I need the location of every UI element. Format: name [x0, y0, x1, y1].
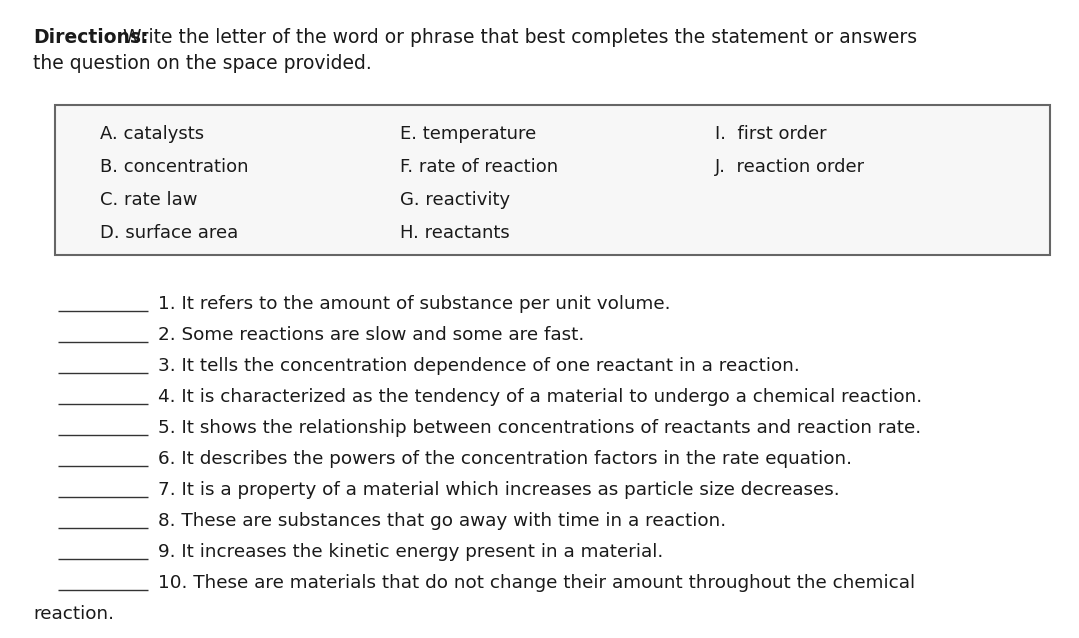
Text: J.  reaction order: J. reaction order	[715, 158, 865, 176]
Text: A. catalysts: A. catalysts	[100, 125, 204, 143]
Text: F. rate of reaction: F. rate of reaction	[400, 158, 558, 176]
Text: 3. It tells the concentration dependence of one reactant in a reaction.: 3. It tells the concentration dependence…	[158, 357, 800, 375]
Text: G. reactivity: G. reactivity	[400, 191, 510, 209]
Text: I.  first order: I. first order	[715, 125, 827, 143]
Text: 2. Some reactions are slow and some are fast.: 2. Some reactions are slow and some are …	[158, 326, 584, 344]
Text: H. reactants: H. reactants	[400, 224, 509, 242]
Text: 4. It is characterized as the tendency of a material to undergo a chemical react: 4. It is characterized as the tendency o…	[158, 388, 923, 406]
Text: Write the letter of the word or phrase that best completes the statement or answ: Write the letter of the word or phrase t…	[123, 28, 917, 47]
Text: reaction.: reaction.	[33, 605, 114, 623]
Text: B. concentration: B. concentration	[100, 158, 248, 176]
Text: 6. It describes the powers of the concentration factors in the rate equation.: 6. It describes the powers of the concen…	[158, 450, 852, 468]
Text: 1. It refers to the amount of substance per unit volume.: 1. It refers to the amount of substance …	[158, 295, 670, 313]
Text: D. surface area: D. surface area	[100, 224, 238, 242]
Text: Directions:: Directions:	[33, 28, 149, 47]
Bar	[55, 105, 1050, 255]
Text: E. temperature: E. temperature	[400, 125, 536, 143]
Text: 10. These are materials that do not change their amount throughout the chemical: 10. These are materials that do not chan…	[158, 574, 915, 592]
Text: C. rate law: C. rate law	[100, 191, 197, 209]
Text: 8. These are substances that go away with time in a reaction.: 8. These are substances that go away wit…	[158, 512, 726, 530]
Text: 7. It is a property of a material which increases as particle size decreases.: 7. It is a property of a material which …	[158, 481, 839, 499]
Text: the question on the space provided.: the question on the space provided.	[33, 54, 372, 73]
Text: 5. It shows the relationship between concentrations of reactants and reaction ra: 5. It shows the relationship between con…	[158, 419, 921, 437]
Text: 9. It increases the kinetic energy present in a material.: 9. It increases the kinetic energy prese…	[158, 543, 664, 561]
